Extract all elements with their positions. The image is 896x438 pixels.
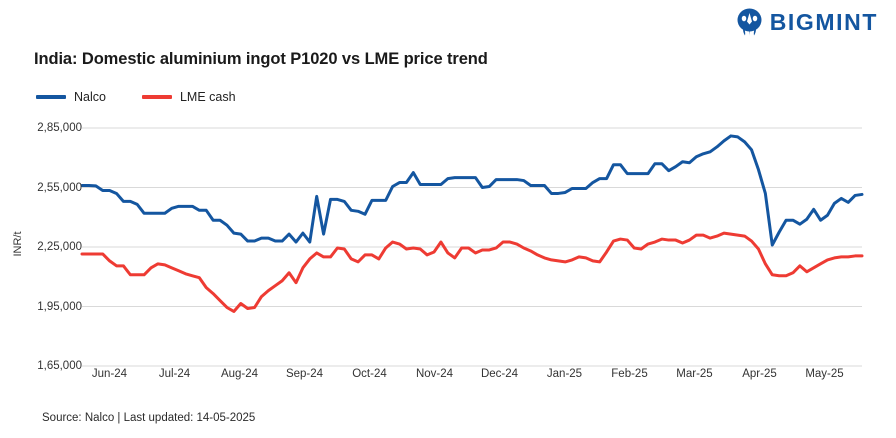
page-title: India: Domestic aluminium ingot P1020 vs… xyxy=(34,50,488,68)
y-axis-tick-label: 2,25,000 xyxy=(37,241,82,253)
x-axis-tick-label: Aug-24 xyxy=(220,368,259,380)
x-axis-tick-label: Nov-24 xyxy=(415,368,454,380)
chart-legend: Nalco LME cash xyxy=(36,90,236,104)
x-axis-tick-label: Oct-24 xyxy=(352,368,387,380)
legend-label-lme-cash: LME cash xyxy=(179,90,236,104)
source-note: Source: Nalco | Last updated: 14-05-2025 xyxy=(42,412,256,424)
series-line-nalco xyxy=(80,134,864,247)
x-axis-tick-label: May-25 xyxy=(805,368,844,380)
y-axis-tick-label: 2,85,000 xyxy=(37,122,82,134)
bigmint-logo-icon xyxy=(737,8,762,36)
legend-item-lme-cash[interactable]: LME cash xyxy=(141,90,236,104)
x-axis-tick-label: Feb-25 xyxy=(611,368,648,380)
brand-name: BIGMINT xyxy=(769,8,878,35)
x-axis-tick-label: Apr-25 xyxy=(742,368,777,380)
legend-item-nalco[interactable]: Nalco xyxy=(36,90,106,104)
chart-gridlines xyxy=(82,127,862,367)
series-line-lme-cash xyxy=(80,231,864,313)
y-axis-tick-label: 2,55,000 xyxy=(37,181,82,194)
y-axis-tick-label: 1,65,000 xyxy=(37,360,82,372)
legend-label-nalco: Nalco xyxy=(74,90,106,104)
x-axis-tick-label: Jun-24 xyxy=(91,368,128,380)
x-axis-tick-label: Jul-24 xyxy=(158,368,191,380)
y-axis-tick-label: 1,95,000 xyxy=(37,300,82,313)
brand-logo: BIGMINT xyxy=(736,8,878,36)
x-axis-tick-label: Dec-24 xyxy=(480,368,519,380)
x-axis-tick-label: Mar-25 xyxy=(676,368,713,380)
x-axis-tick-label: Sep-24 xyxy=(285,368,324,380)
legend-swatch-nalco xyxy=(36,95,66,99)
legend-swatch-lme-cash xyxy=(141,95,172,99)
x-axis-tick-label: Jan-25 xyxy=(546,368,583,380)
y-axis-ticks: 2,85,000 2,55,000 2,25,000 1,95,000 1,65,000 xyxy=(18,0,82,438)
